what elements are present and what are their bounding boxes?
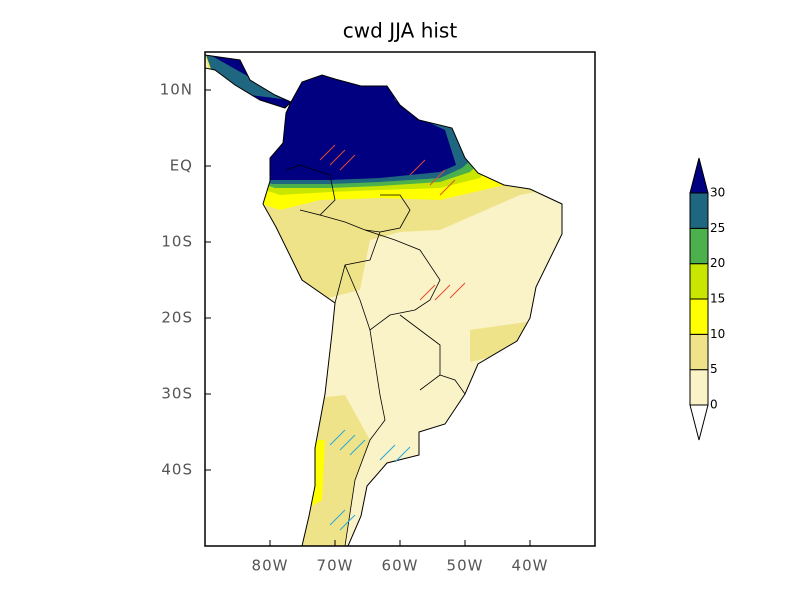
x-tick-label: 70W [317, 557, 354, 575]
colorbar: 0 5 10 15 20 25 30 [689, 157, 725, 441]
hatching [319, 144, 466, 301]
y-tick-label: 10S [161, 233, 193, 251]
colorbar-label: 5 [710, 362, 718, 376]
y-tick-label: 30S [161, 385, 193, 403]
colorbar-box [689, 192, 709, 229]
y-tick-label: 20S [161, 309, 193, 327]
colorbar-box [689, 227, 709, 265]
y-tick-label: 40S [161, 461, 193, 479]
colorbar-label: 25 [710, 221, 725, 235]
colorbar-label: 20 [710, 256, 725, 270]
colorbar-under [689, 404, 709, 441]
map-title: cwd JJA hist [343, 19, 458, 43]
colorbar-box [689, 333, 709, 371]
y-tick-label: 10N [160, 81, 193, 99]
colorbar-label: 15 [710, 292, 725, 306]
hatching [329, 429, 411, 531]
x-tick-label: 50W [447, 557, 484, 575]
x-tick-label: 80W [252, 557, 289, 575]
axes: 80W 70W 60W 50W 40W 10N EQ 10S 20S 30S 40S [160, 81, 549, 575]
colorbar-box [689, 369, 709, 406]
colorbar-over [689, 157, 709, 194]
colorbar-box [689, 263, 709, 300]
borders [285, 164, 466, 547]
y-tick-label: EQ [170, 157, 193, 175]
colorbar-box [689, 298, 709, 335]
colorbar-label: 10 [710, 327, 725, 341]
shading [205, 55, 562, 546]
x-tick-label: 60W [382, 557, 419, 575]
shade-over-30 [205, 55, 456, 180]
colorbar-label: 30 [710, 186, 725, 200]
x-tick-label: 40W [512, 557, 549, 575]
colorbar-label: 0 [710, 398, 718, 412]
